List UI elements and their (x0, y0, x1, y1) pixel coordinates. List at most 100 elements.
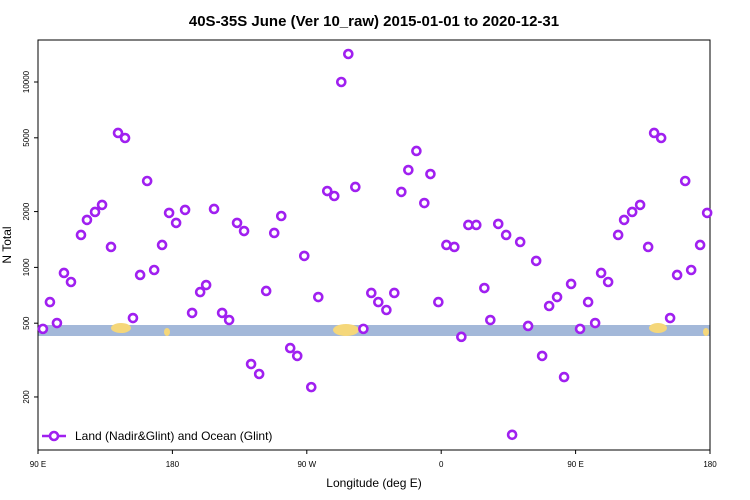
point (595, 267, 607, 279)
point (268, 227, 280, 239)
point (81, 214, 93, 226)
point (260, 285, 272, 297)
point (305, 381, 317, 393)
point (170, 217, 182, 229)
point (89, 206, 101, 218)
point (112, 127, 124, 139)
legend-label: Land (Nadir&Glint) and Ocean (Glint) (75, 429, 272, 443)
point (366, 287, 377, 299)
point (449, 241, 460, 253)
point (565, 278, 577, 290)
point (500, 229, 512, 241)
point (245, 358, 257, 370)
point (141, 175, 153, 187)
point (127, 312, 139, 324)
point (51, 317, 63, 329)
y-tick-label: 1000 (22, 258, 31, 276)
y-tick-label: 500 (22, 316, 31, 330)
point (328, 190, 340, 202)
chart-title: 40S-35S June (Ver 10_raw) 2015-01-01 to … (189, 13, 559, 30)
point (411, 145, 422, 157)
point (65, 276, 77, 288)
plot-frame (37, 39, 711, 451)
point (373, 296, 384, 308)
point (403, 164, 414, 176)
point (200, 279, 212, 291)
land-patch (703, 328, 709, 336)
x-axis-label: Longitude (deg E) (326, 476, 421, 490)
legend-marker (48, 430, 60, 442)
point (485, 314, 496, 326)
point (186, 307, 198, 319)
point (75, 229, 87, 241)
point (536, 350, 548, 362)
point (425, 168, 436, 180)
point (470, 219, 482, 231)
point (602, 276, 614, 288)
point (456, 331, 467, 343)
point (148, 264, 160, 276)
point (238, 225, 250, 237)
point (321, 185, 333, 197)
point (231, 217, 243, 229)
point (134, 269, 146, 281)
point (44, 296, 56, 308)
x-tick-label: 180 (703, 460, 717, 469)
point (589, 317, 601, 329)
point (642, 241, 654, 253)
point (419, 197, 430, 209)
y-axis-label: N Total (0, 226, 14, 263)
point (381, 304, 392, 316)
point (275, 210, 287, 222)
x-tick-label: 90 W (297, 460, 316, 469)
point (335, 76, 347, 88)
point (618, 214, 630, 226)
point (530, 255, 542, 267)
x-tick-label: 90 E (567, 460, 583, 469)
land-patch (164, 328, 170, 336)
y-tick-label: 200 (22, 390, 31, 404)
point (634, 199, 646, 211)
point (396, 186, 407, 198)
y-tick-label: 5000 (22, 128, 31, 146)
x-tick-label: 180 (166, 460, 180, 469)
point (358, 323, 369, 335)
point (655, 132, 667, 144)
point (37, 323, 49, 335)
point (298, 250, 310, 262)
point (433, 296, 444, 308)
land-patch (649, 323, 667, 333)
point (626, 206, 638, 218)
point (389, 287, 400, 299)
point (648, 127, 660, 139)
point (350, 181, 361, 193)
point (58, 267, 70, 279)
x-tick-label: 90 E (30, 460, 46, 469)
point (223, 314, 235, 326)
point (582, 296, 594, 308)
point (679, 175, 691, 187)
point (671, 269, 683, 281)
point (105, 241, 117, 253)
ocean-band (38, 325, 710, 336)
y-tick-label: 2000 (22, 202, 31, 220)
point (179, 204, 191, 216)
point (522, 320, 534, 332)
point (492, 218, 504, 230)
point (558, 371, 570, 383)
x-tick-label: 0 (439, 460, 444, 469)
point (701, 207, 713, 219)
point (194, 286, 206, 298)
point (163, 207, 175, 219)
land-patch (111, 323, 131, 333)
point (284, 342, 296, 354)
point (291, 350, 303, 362)
point (208, 203, 220, 215)
point (612, 229, 624, 241)
point (685, 264, 697, 276)
point (506, 429, 518, 441)
point (312, 291, 324, 303)
point (514, 236, 526, 248)
y-tick-label: 10000 (22, 70, 31, 93)
